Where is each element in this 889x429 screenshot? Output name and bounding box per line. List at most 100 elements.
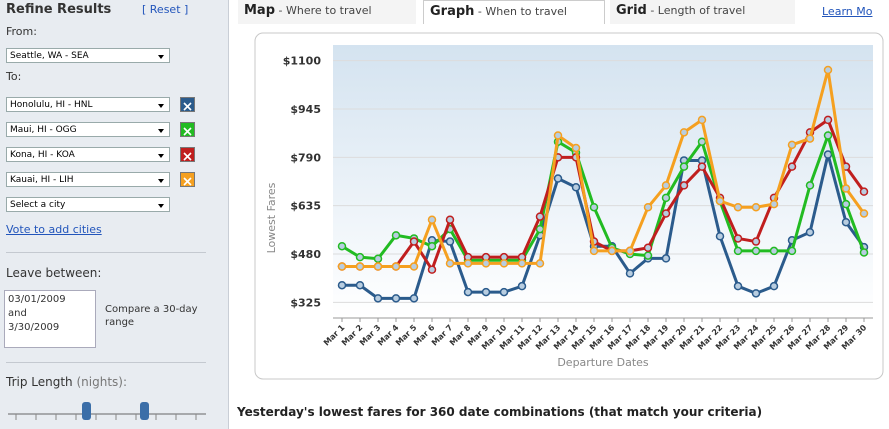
data-point	[805, 227, 815, 237]
city-select[interactable]: Select a city	[6, 197, 170, 212]
data-point	[787, 246, 797, 256]
tab[interactable]: Graph - When to travel	[423, 0, 605, 24]
date-end: 3/30/2009	[8, 322, 60, 333]
data-point	[859, 248, 869, 257]
data-point	[697, 162, 707, 171]
data-point	[841, 184, 851, 193]
data-point	[409, 294, 419, 303]
data-point	[625, 246, 635, 256]
trip-length-unit: (nights):	[76, 375, 128, 389]
data-point	[355, 262, 365, 271]
data-point	[769, 246, 779, 256]
data-point	[679, 181, 689, 190]
trip-length-slider[interactable]	[6, 398, 216, 429]
data-point	[553, 174, 563, 183]
data-point	[427, 265, 437, 274]
data-point	[643, 243, 653, 253]
data-point	[661, 181, 671, 190]
data-point	[715, 196, 725, 206]
footer-text: Yesterday's lowest fares for 360 date co…	[237, 405, 763, 419]
from-label: From:	[6, 25, 37, 38]
vote-link[interactable]: Vote to add cities	[6, 223, 102, 236]
slider-thumb[interactable]	[140, 402, 149, 420]
data-point	[463, 287, 473, 297]
data-point	[697, 115, 707, 125]
data-point	[733, 202, 743, 212]
date-start: 03/01/2009	[8, 294, 66, 305]
data-point	[679, 128, 689, 137]
series-checkbox[interactable]	[180, 147, 195, 162]
data-point	[373, 294, 383, 303]
data-point	[535, 259, 545, 268]
data-point	[823, 131, 833, 140]
data-point	[481, 259, 491, 268]
data-point	[661, 254, 671, 263]
data-point	[391, 262, 401, 271]
city-select[interactable]: Honolulu, HI - HNL	[6, 97, 170, 112]
from-select[interactable]: Seattle, WA - SEA	[6, 48, 170, 63]
learn-more-link[interactable]: Learn Mo	[822, 5, 873, 18]
data-point	[481, 287, 491, 297]
tab-title: Grid	[616, 3, 647, 18]
date-range-input[interactable]: 03/01/2009 and 3/30/2009	[4, 290, 96, 348]
series-checkbox[interactable]	[180, 172, 195, 187]
check-mark	[183, 102, 192, 111]
series-checkbox[interactable]	[180, 97, 195, 112]
y-tick-label: $325	[290, 296, 321, 309]
data-point	[751, 237, 761, 246]
y-tick-label: $790	[290, 151, 321, 164]
data-point	[445, 215, 455, 224]
data-point	[679, 162, 689, 171]
series-checkbox[interactable]	[180, 122, 195, 137]
data-point	[409, 237, 419, 246]
reset-link[interactable]: [ Reset ]	[142, 3, 189, 16]
data-point	[571, 183, 581, 192]
data-point	[499, 259, 509, 268]
data-point	[445, 259, 455, 268]
data-point	[643, 202, 653, 212]
data-point	[751, 289, 761, 298]
tab-subtitle: - When to travel	[477, 5, 567, 18]
y-tick-label: $1100	[283, 55, 322, 68]
data-point	[661, 193, 671, 203]
data-point	[427, 241, 437, 251]
tab[interactable]: Map - Where to travel	[238, 0, 416, 24]
data-point	[859, 209, 869, 218]
y-axis-title: Lowest Fares	[265, 182, 278, 253]
tab-subtitle: - Where to travel	[278, 4, 372, 17]
data-point	[661, 209, 671, 218]
data-point	[751, 202, 761, 212]
city-select[interactable]: Kona, HI - KOA	[6, 147, 170, 162]
city-select[interactable]: Kauai, HI - LIH	[6, 172, 170, 187]
data-point	[391, 231, 401, 240]
plot-area	[333, 45, 873, 318]
data-point	[733, 246, 743, 256]
data-point	[805, 181, 815, 190]
data-point	[373, 254, 383, 263]
data-point	[517, 281, 527, 291]
data-point	[427, 215, 437, 224]
sidebar-title: Refine Results	[6, 2, 112, 17]
data-point	[697, 137, 707, 146]
data-point	[589, 246, 599, 256]
data-point	[409, 262, 419, 271]
tab-title: Graph	[430, 4, 475, 19]
x-axis-title: Departure Dates	[557, 356, 649, 369]
divider	[6, 362, 206, 363]
data-point	[841, 217, 851, 227]
data-point	[337, 280, 347, 290]
city-select[interactable]: Maui, HI - OGG	[6, 122, 170, 137]
data-point	[769, 199, 779, 209]
slider-thumb[interactable]	[82, 402, 91, 420]
trip-length-label: Trip Length (nights):	[6, 375, 127, 389]
data-point	[553, 131, 563, 140]
trip-length: Trip Length	[6, 375, 73, 389]
data-point	[823, 65, 833, 75]
tab[interactable]: Grid - Length of travel	[610, 0, 795, 24]
data-point	[463, 259, 473, 268]
data-point	[571, 143, 581, 153]
data-point	[823, 115, 833, 125]
data-point	[715, 232, 725, 241]
data-point	[733, 281, 743, 291]
